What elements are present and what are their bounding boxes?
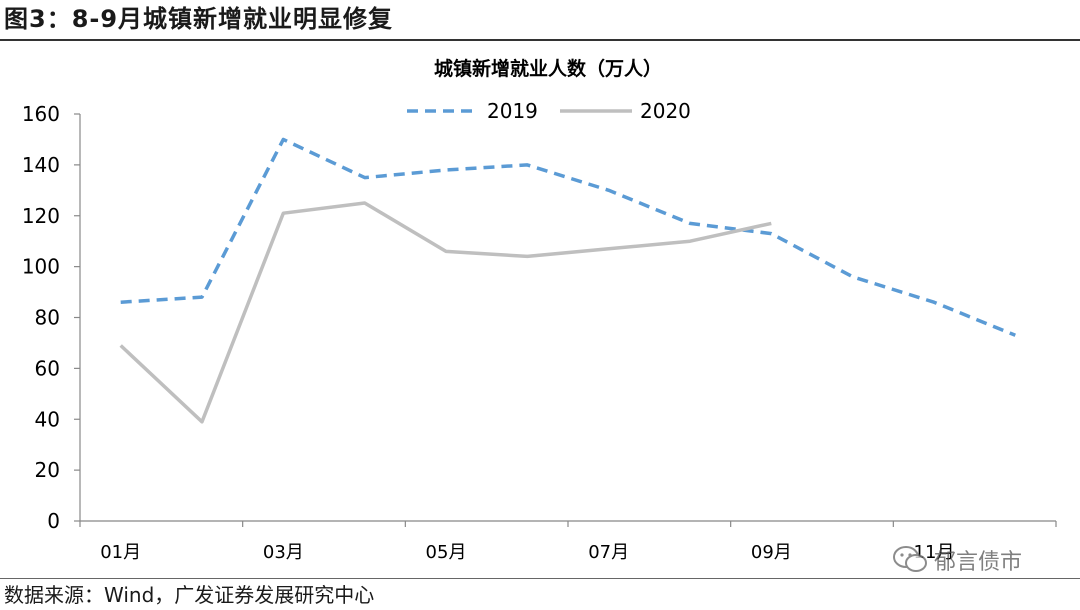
line-chart: 城镇新增就业人数（万人） 2019 2020 0 20 40 60 80 100 120 140… <box>22 57 1057 563</box>
y-tick-label: 0 <box>47 509 60 533</box>
x-tick-label: 05月 <box>426 542 467 563</box>
source-note: 数据来源：Wind，广发证券发展研究中心 <box>4 583 375 607</box>
x-tick-label: 07月 <box>588 542 629 563</box>
legend: 2019 2020 <box>407 99 691 123</box>
bottom-rule <box>0 578 1080 579</box>
y-tick-label: 40 <box>35 407 60 431</box>
y-tick-label: 120 <box>22 204 60 228</box>
chart-title: 城镇新增就业人数（万人） <box>434 57 662 80</box>
x-tick-label: 03月 <box>263 542 304 563</box>
top-rule <box>0 39 1080 41</box>
y-tick-label: 140 <box>22 153 60 177</box>
wechat-icon <box>893 546 927 572</box>
watermark-text: 郁言债市 <box>934 550 1023 575</box>
legend-label-2020: 2020 <box>640 99 691 123</box>
legend-label-2019: 2019 <box>487 99 538 123</box>
x-tick-label: 09月 <box>751 542 792 563</box>
series-line-2019 <box>120 137 1016 337</box>
figure-title: 图3：8-9月城镇新增就业明显修复 <box>4 5 394 33</box>
y-tick-label: 100 <box>22 255 60 279</box>
y-tick-label: 20 <box>35 458 60 482</box>
series-layer <box>119 137 1016 424</box>
y-tick-label: 80 <box>35 306 60 330</box>
watermark: 郁言债市 <box>892 540 1022 580</box>
y-tick-label: 160 <box>22 102 60 126</box>
series-line-2020 <box>119 201 772 424</box>
y-tick-label: 60 <box>35 356 60 380</box>
x-tick-label: 01月 <box>100 542 141 563</box>
